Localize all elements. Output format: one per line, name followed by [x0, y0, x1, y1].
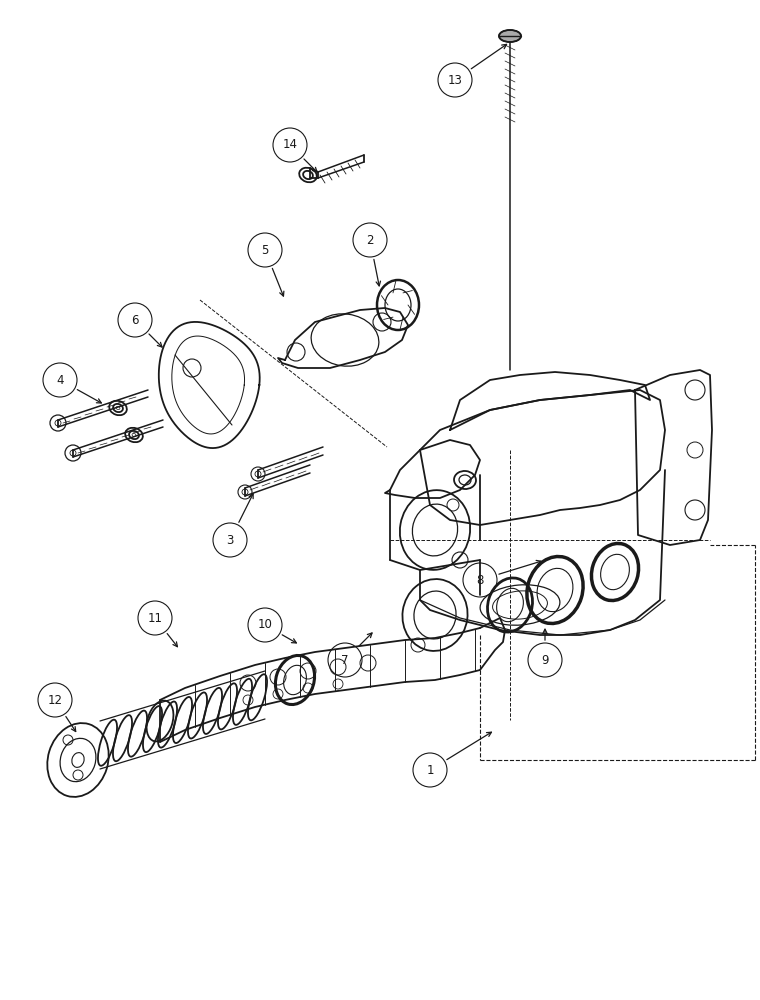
Text: 4: 4 — [56, 373, 64, 386]
Text: 11: 11 — [147, 611, 163, 624]
Text: 5: 5 — [261, 243, 269, 256]
Text: 1: 1 — [426, 764, 434, 776]
Text: 7: 7 — [341, 654, 349, 666]
Text: 10: 10 — [258, 618, 272, 632]
Text: 14: 14 — [283, 138, 297, 151]
Text: 2: 2 — [366, 233, 374, 246]
Ellipse shape — [499, 30, 521, 42]
Text: 8: 8 — [477, 574, 483, 586]
Text: 9: 9 — [541, 654, 549, 666]
Text: 12: 12 — [47, 694, 62, 706]
Text: 13: 13 — [448, 74, 462, 87]
Text: 3: 3 — [226, 534, 233, 546]
Text: 6: 6 — [131, 314, 139, 326]
